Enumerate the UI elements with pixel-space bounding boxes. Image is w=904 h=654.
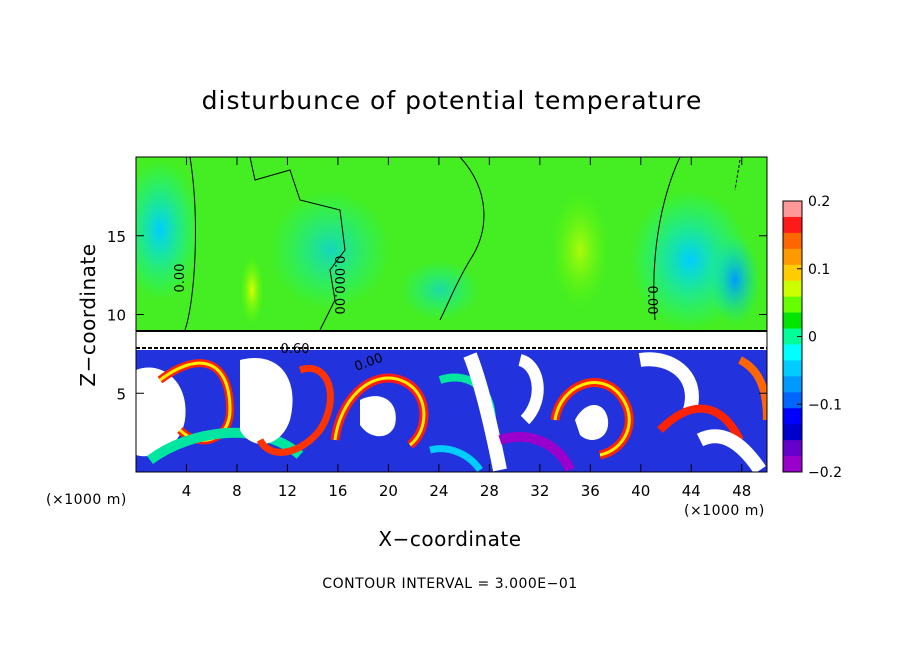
y-tick-label: 15	[107, 228, 126, 246]
contour-label: 0.60	[281, 342, 310, 357]
colorbar-swatch	[783, 280, 802, 298]
colorbar-swatch	[783, 424, 802, 441]
y-axis-label: Z−coordinate	[76, 243, 100, 387]
x-tick-label: 4	[182, 482, 192, 500]
y-tick-label: 10	[107, 307, 126, 325]
x-tick-label: 40	[631, 482, 650, 500]
colorbar-tick-label: 0.2	[808, 194, 830, 210]
x-tick-label: 24	[429, 482, 448, 500]
x-tick-label: 20	[379, 482, 398, 500]
colorbar-tick-label: 0.1	[808, 262, 830, 278]
chart-title: disturbunce of potential temperature	[201, 86, 703, 115]
colorbar-swatch	[783, 376, 802, 393]
x-tick-label: 36	[581, 482, 600, 500]
colorbar-swatch	[783, 392, 802, 409]
contour-label: 0.00	[331, 256, 346, 285]
yellow-patch-left	[240, 255, 264, 325]
colorbar-swatch	[783, 328, 802, 345]
colorbar-swatch	[783, 264, 802, 282]
x-tick-label: 48	[732, 482, 751, 500]
contour-label: 0.00	[644, 286, 659, 315]
x-tick-label: 16	[328, 482, 347, 500]
x-tick-label: 8	[232, 482, 242, 500]
x-unit-label-left: (×1000 m)	[46, 492, 127, 508]
colorbar-swatch	[783, 440, 802, 457]
x-tick-label: 44	[682, 482, 701, 500]
y-axis-ticks: 5 10 15	[107, 228, 767, 403]
colorbar-swatch	[783, 232, 802, 250]
contour-interval-note: CONTOUR INTERVAL = 3.000E−01	[322, 576, 578, 592]
x-axis-ticks: 4 8 12 16 20 24 28 32 36 40 44 48	[182, 157, 751, 500]
x-axis-label: X−coordinate	[378, 527, 522, 551]
contour-label: 0.00	[331, 286, 346, 315]
contour-lines	[184, 157, 741, 331]
inversion-band	[136, 332, 767, 350]
x-tick-label: 32	[530, 482, 549, 500]
contour-labels: 0.00 0.000.00 0.000.600.00	[173, 256, 659, 375]
contour-label: 0.00	[173, 264, 188, 293]
yellow-patch-right	[550, 190, 610, 310]
colorbar-swatch	[783, 456, 802, 473]
x-tick-label: 28	[480, 482, 499, 500]
colorbar-tick-label: 0	[808, 330, 817, 346]
colorbar-swatch	[783, 296, 802, 314]
colorbar-swatch	[783, 360, 802, 377]
cyan-patch-center	[270, 190, 390, 310]
y-tick-label: 5	[116, 385, 126, 403]
x-unit-label-right: (×1000 m)	[684, 503, 765, 519]
heatmap-field	[136, 157, 767, 472]
colorbar-swatch	[783, 312, 802, 330]
cyan-patch-left	[136, 160, 200, 300]
colorbar-swatch	[783, 201, 802, 218]
blue-patch-right	[710, 235, 760, 325]
colorbar-swatch	[783, 248, 802, 266]
cyan-patch-mid	[400, 260, 480, 320]
colorbar-swatch	[783, 216, 802, 234]
colorbar-swatch	[783, 408, 802, 425]
colorbar-tick-label: −0.2	[808, 465, 842, 481]
x-tick-label: 12	[278, 482, 297, 500]
colorbar: 0.2 0.1 0 −0.1 −0.2	[782, 194, 842, 481]
colorbar-swatch	[783, 344, 802, 361]
colorbar-tick-label: −0.1	[808, 397, 842, 413]
turbulent-structures	[136, 352, 767, 472]
